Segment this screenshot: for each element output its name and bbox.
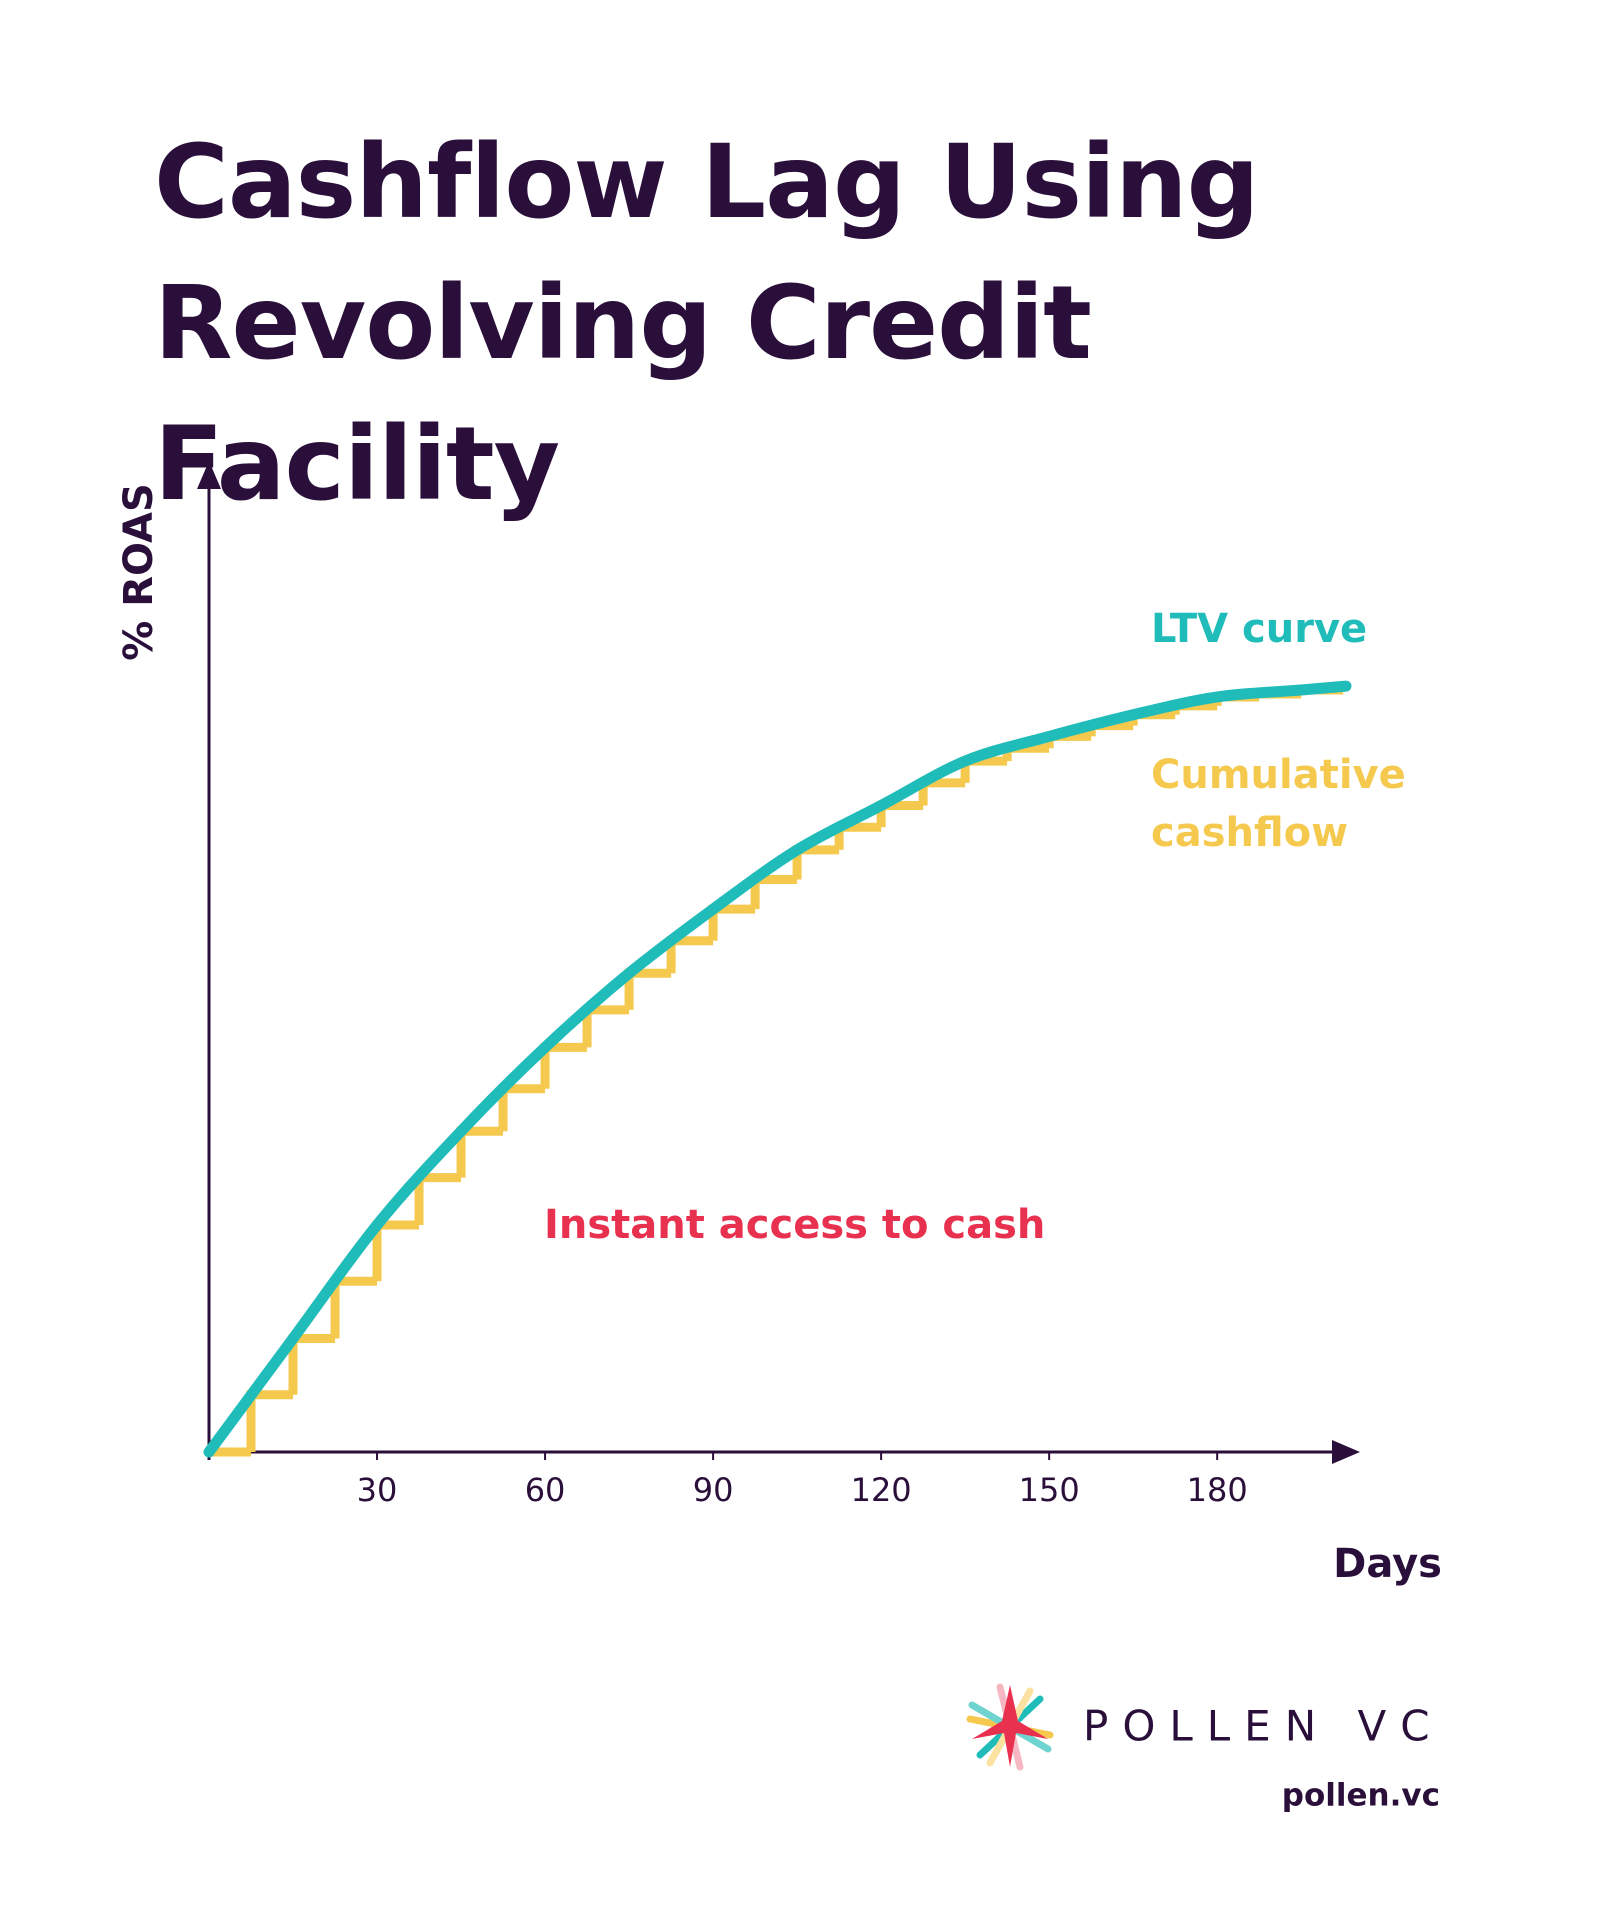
x-tick-label: 150 [1019, 1471, 1080, 1509]
series-label: Cumulative cashflow [1151, 752, 1406, 856]
x-tick-label: 30 [357, 1471, 398, 1509]
x-axis-label: Days [1333, 1541, 1442, 1587]
cashflow-step [666, 936, 714, 974]
logo [966, 1683, 1054, 1771]
x-axis-arrow [1332, 1440, 1360, 1464]
cashflow-step [792, 845, 840, 880]
cashflow-step [498, 1084, 546, 1132]
cashflow-step [330, 1276, 378, 1339]
cashflow-step [246, 1390, 294, 1452]
chart-title: Cashflow Lag Using Revolving Credit Faci… [154, 123, 1260, 524]
cashflow-step [708, 904, 756, 941]
cashflow-step [918, 778, 966, 806]
cashflow-step [456, 1126, 504, 1178]
cashflow-step [834, 822, 882, 850]
cashflow-step [540, 1042, 588, 1089]
brand-name: POLLEN VC [1083, 1702, 1444, 1751]
ltv-line [203, 680, 1352, 1458]
cashflow-step [414, 1173, 462, 1225]
x-tick-label: 90 [693, 1471, 734, 1509]
y-axis-label: % ROAS [116, 483, 162, 661]
y-axis-arrow [197, 461, 221, 489]
brand-url: pollen.vc [1282, 1778, 1440, 1814]
cashflow-step [624, 968, 672, 1010]
series-label: LTV curve [1151, 606, 1368, 652]
cashflow-step [750, 875, 798, 910]
cashflow-step [288, 1333, 336, 1395]
x-tick-label: 120 [851, 1471, 912, 1509]
x-tick-label: 60 [525, 1471, 566, 1509]
cashflow-step [372, 1220, 420, 1282]
x-tick-label: 180 [1187, 1471, 1248, 1509]
cashflow-step [876, 801, 924, 828]
annotation: Instant access to cash [544, 1202, 1046, 1248]
cashflow-step [582, 1005, 630, 1048]
